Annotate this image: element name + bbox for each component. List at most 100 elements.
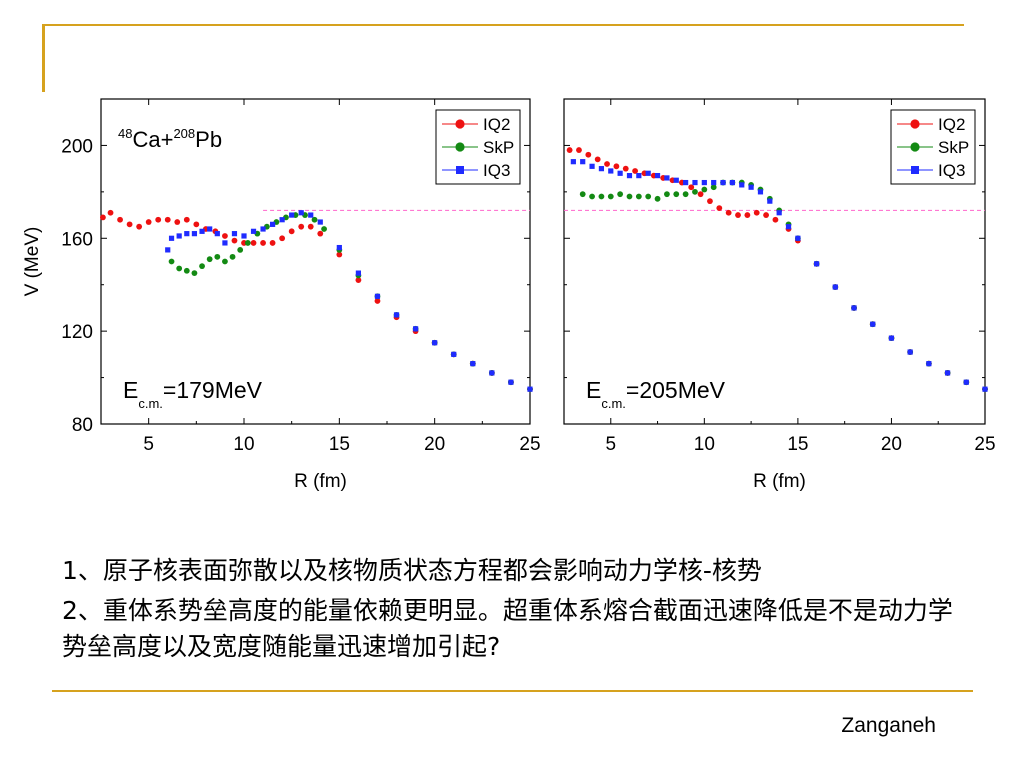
data-point [772,216,779,223]
energy-label: Ec.m.=205MeV [586,377,726,411]
x-axis-label: R (fm) [753,471,806,492]
data-point [191,231,198,237]
element-symbol: Pb [195,127,222,152]
x-tick-label: 10 [233,434,254,455]
data-point [289,212,295,218]
data-point [260,226,266,232]
energy-subscript: c.m. [138,396,163,411]
legend-label: IQ3 [938,161,965,180]
energy-subscript: c.m. [601,396,626,411]
data-point [470,361,476,367]
data-point [489,370,495,376]
data-point [664,175,670,181]
data-point [176,265,183,272]
data-point [250,240,257,246]
data-point [654,195,661,202]
data-point [739,182,745,188]
x-axis-label: R (fm) [294,471,347,492]
data-point [692,179,698,186]
data-point [237,246,244,253]
data-point [594,156,601,163]
data-point [214,253,221,260]
data-point [598,193,605,200]
series-iq3 [570,159,988,392]
data-point [654,173,661,179]
data-point [607,193,614,200]
data-point [683,179,689,186]
data-point [231,231,238,237]
data-point [183,267,190,274]
data-point [645,193,652,200]
data-point [355,270,361,276]
energy-label: Ec.m.=179MeV [123,377,263,411]
data-point [307,223,314,230]
data-point [664,191,670,198]
data-point [279,235,286,242]
data-point [270,221,276,227]
x-tick-label: 5 [143,434,154,455]
data-point [744,212,751,218]
energy-value: =179MeV [163,377,263,403]
data-point [527,386,533,392]
data-point [145,219,152,225]
bullet-2: 2、重体系势垒高度的能量依赖更明显。超重体系熔合截面迅速降低是不是动力学势垒高度… [62,596,953,661]
bottom-horizontal-rule [52,690,973,692]
data-point [136,223,143,230]
data-point [598,166,605,172]
y-tick-label: 200 [61,136,93,157]
data-point [311,216,318,223]
data-point [117,216,123,223]
legend-label: SkP [483,138,514,157]
data-point [432,340,438,346]
data-point [635,193,642,200]
data-point [164,216,171,223]
data-point [279,217,285,223]
data-point [617,191,624,198]
data-point [199,228,205,234]
data-point [451,351,457,357]
x-tick-label: 10 [694,434,715,455]
x-tick-label: 5 [605,434,616,455]
data-point [673,191,680,198]
energy-value: =205MeV [626,377,726,403]
author-credit: Zanganeh [841,714,936,737]
data-point [336,244,342,251]
data-point [579,191,586,198]
data-point [336,251,343,258]
element-symbol: Ca+ [132,127,173,152]
data-point [814,261,820,267]
data-point [250,228,257,234]
data-point [566,147,573,153]
data-point [701,179,707,186]
data-point [413,326,419,332]
data-point [688,184,695,191]
data-point [241,233,247,239]
data-point [589,193,595,200]
data-point [785,224,792,230]
data-point [374,298,381,304]
data-point [155,216,162,223]
data-point [207,226,213,232]
bullet-1: 1、原子核表面弥散以及核物质状态方程都会影响动力学核-核势 [62,556,762,585]
plot-frame [100,98,531,425]
data-point [763,212,769,218]
data-point [711,179,717,186]
legend: IQ2 SkP IQ3 [890,109,976,185]
data-point [585,151,592,158]
legend-marker-circle [455,142,465,152]
data-point [608,168,614,174]
data-point [776,210,782,216]
data-point [229,253,236,260]
legend-label: IQ2 [483,115,510,134]
data-point [748,184,754,190]
data-point [107,209,114,216]
data-point [673,177,679,183]
data-point [753,209,760,216]
data-point [222,233,228,239]
data-point [176,233,182,239]
mass-number: 48 [118,126,132,141]
legend-marker-square [456,166,464,174]
data-point [231,237,238,244]
